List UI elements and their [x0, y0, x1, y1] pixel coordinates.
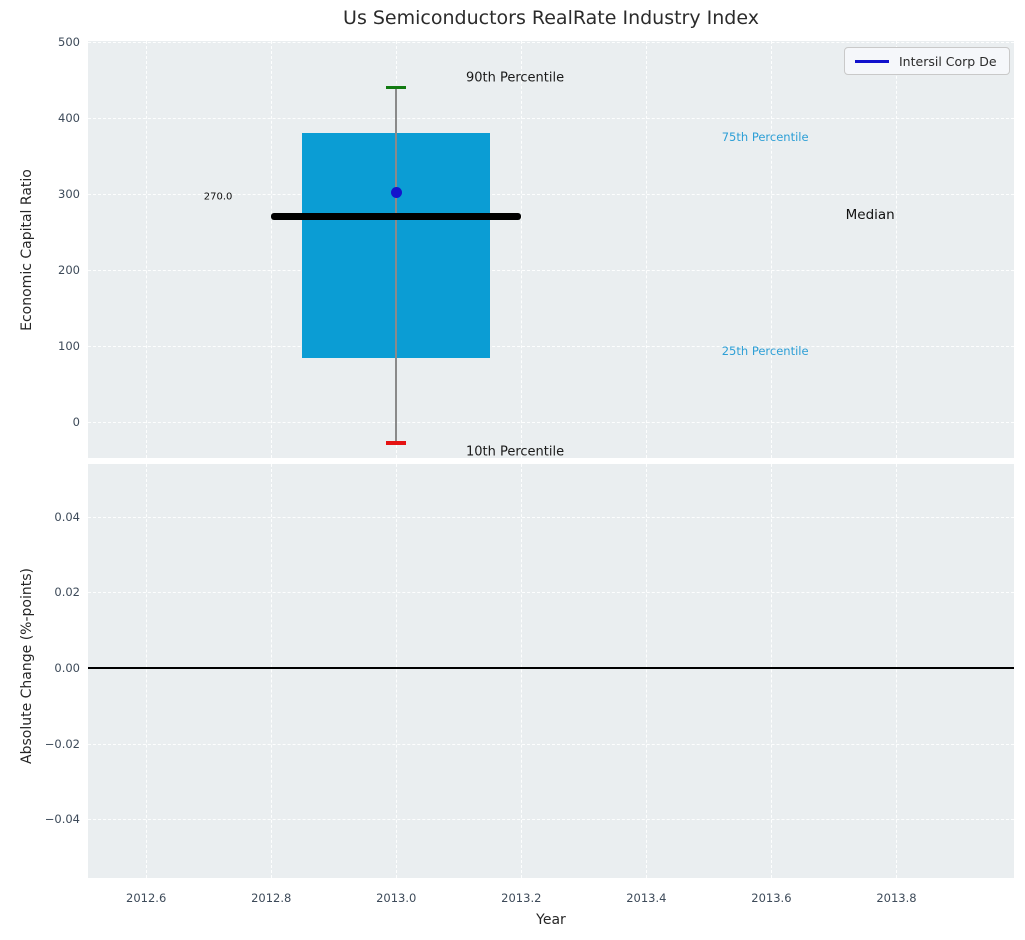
- gridline-vertical: [271, 41, 273, 458]
- gridline-vertical: [896, 464, 898, 878]
- gridline-vertical: [646, 464, 648, 878]
- y-tick-label: −0.04: [44, 812, 80, 827]
- gridline-vertical: [146, 41, 148, 458]
- gridline-horizontal: [88, 516, 1014, 518]
- y-tick-label: 0.04: [54, 509, 80, 524]
- y-tick-label: 0: [72, 414, 80, 429]
- x-tick-label: 2013.4: [626, 891, 667, 905]
- gridline-horizontal: [88, 117, 1014, 119]
- annotation-90th-percentile: 90th Percentile: [465, 70, 565, 86]
- gridline-vertical: [771, 41, 773, 458]
- x-tick-label: 2013.6: [751, 891, 792, 905]
- gridline-vertical: [521, 41, 523, 458]
- gridline-vertical: [896, 41, 898, 458]
- annotation-10th-percentile: 10th Percentile: [465, 444, 565, 460]
- x-tick-label: 2012.6: [126, 891, 167, 905]
- y-axis-label-top: Economic Capital Ratio: [19, 169, 35, 331]
- gridline-horizontal: [88, 269, 1014, 271]
- legend-line-sample: [855, 59, 889, 63]
- gridline-vertical: [521, 464, 523, 878]
- gridline-vertical: [771, 464, 773, 878]
- gridline-horizontal: [88, 743, 1014, 745]
- gridline-vertical: [146, 464, 148, 878]
- annotation-median-value: 270.0: [203, 191, 233, 203]
- bottom-subplot: [88, 464, 1014, 878]
- gridline-vertical: [271, 464, 273, 878]
- x-tick-label: 2012.8: [251, 891, 292, 905]
- annotation-25th-percentile: 25th Percentile: [721, 343, 809, 358]
- boxplot-cap-90th: [386, 85, 407, 90]
- gridline-vertical: [396, 464, 398, 878]
- y-axis-label-bottom: Absolute Change (%-points): [19, 568, 35, 764]
- chart-title: Us Semiconductors RealRate Industry Inde…: [343, 7, 759, 29]
- annotation-75th-percentile: 75th Percentile: [721, 129, 809, 144]
- y-tick-label: 100: [58, 338, 80, 353]
- boxplot-median-line: [271, 212, 522, 220]
- boxplot-whisker: [395, 87, 397, 443]
- gridline-horizontal: [88, 41, 1014, 43]
- y-tick-label: 0.00: [54, 660, 80, 675]
- company-data-point: [390, 186, 402, 198]
- zero-baseline: [88, 667, 1014, 669]
- gridline-horizontal: [88, 193, 1014, 195]
- y-tick-label: 200: [58, 262, 80, 277]
- x-tick-label: 2013.8: [876, 891, 917, 905]
- top-subplot: [88, 41, 1014, 458]
- y-tick-label: 300: [58, 186, 80, 201]
- boxplot-cap-10th: [386, 441, 407, 445]
- gridline-horizontal: [88, 819, 1014, 821]
- y-tick-label: 500: [58, 34, 80, 49]
- x-tick-label: 2013.0: [376, 891, 417, 905]
- y-tick-label: −0.02: [44, 736, 80, 751]
- gridline-horizontal: [88, 592, 1014, 594]
- gridline-horizontal: [88, 421, 1014, 423]
- gridline-vertical: [646, 41, 648, 458]
- gridline-horizontal: [88, 345, 1014, 347]
- x-axis-label: Year: [536, 912, 566, 928]
- y-tick-label: 400: [58, 110, 80, 125]
- legend-label: Intersil Corp De: [899, 53, 997, 69]
- legend: Intersil Corp De: [844, 47, 1010, 75]
- y-tick-label: 0.02: [54, 585, 80, 600]
- annotation-median: Median: [845, 206, 895, 223]
- x-tick-label: 2013.2: [501, 891, 542, 905]
